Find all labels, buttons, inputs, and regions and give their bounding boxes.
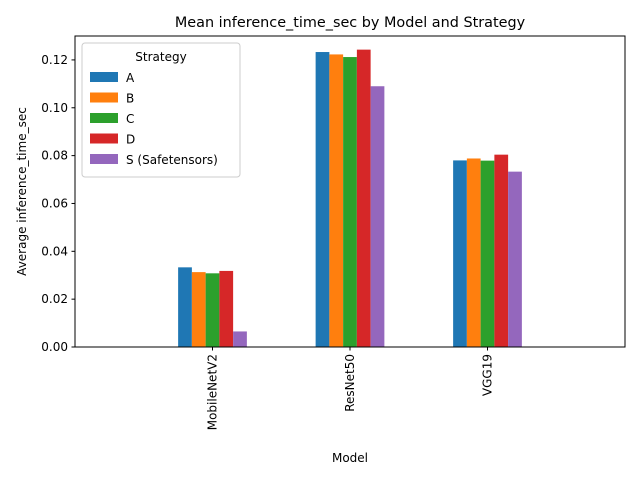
y-tick-label: 0.10 — [41, 101, 68, 115]
bar-d-resnet50 — [356, 49, 371, 347]
y-tick-label: 0.06 — [41, 196, 68, 210]
bar-c-mobilenetv2 — [205, 273, 220, 347]
legend-title: Strategy — [135, 50, 186, 64]
legend-swatch — [90, 154, 118, 164]
bar-b-resnet50 — [329, 54, 344, 347]
y-axis: 0.00 0.02 0.04 0.06 0.08 0.10 0.12 — [41, 53, 75, 354]
x-axis-label: Model — [332, 451, 368, 465]
bar-c-resnet50 — [343, 57, 357, 347]
legend-label: C — [126, 112, 134, 126]
bar-a-vgg19 — [453, 160, 467, 347]
bar-d-mobilenetv2 — [219, 270, 234, 347]
y-tick-label: 0.04 — [41, 244, 68, 258]
legend-swatch — [90, 72, 118, 82]
y-tick-label: 0.08 — [41, 149, 68, 163]
legend-box — [81, 42, 241, 178]
bar-b-vgg19 — [466, 158, 481, 347]
y-tick-label: 0.02 — [41, 292, 68, 306]
bar-s-vgg19 — [508, 171, 522, 347]
x-tick-label: MobileNetV2 — [206, 354, 220, 430]
bar-c-vgg19 — [480, 160, 495, 347]
legend-label: S (Safetensors) — [126, 153, 218, 167]
bar-s-resnet50 — [370, 86, 385, 347]
y-axis-label: Average inference_time_sec — [15, 107, 29, 276]
legend-label: B — [126, 92, 134, 106]
bars-group — [178, 49, 522, 347]
legend-label: D — [126, 133, 135, 147]
x-tick-label: ResNet50 — [343, 354, 357, 412]
bar-s-mobilenetv2 — [233, 331, 247, 347]
legend-swatch — [90, 133, 118, 144]
chart-title: Mean inference_time_sec by Model and Str… — [175, 15, 526, 31]
legend-swatch — [90, 92, 118, 103]
y-tick-label: 0.12 — [41, 53, 68, 67]
x-axis: MobileNetV2 ResNet50 VGG19 — [206, 347, 495, 430]
legend-label: A — [126, 71, 135, 85]
legend-swatch — [90, 113, 118, 123]
y-tick-label: 0.00 — [41, 340, 68, 354]
x-tick-label: VGG19 — [481, 354, 495, 396]
bar-a-resnet50 — [315, 52, 330, 347]
bar-d-vgg19 — [494, 154, 509, 347]
bar-a-mobilenetv2 — [178, 267, 192, 347]
bar-b-mobilenetv2 — [191, 272, 206, 347]
